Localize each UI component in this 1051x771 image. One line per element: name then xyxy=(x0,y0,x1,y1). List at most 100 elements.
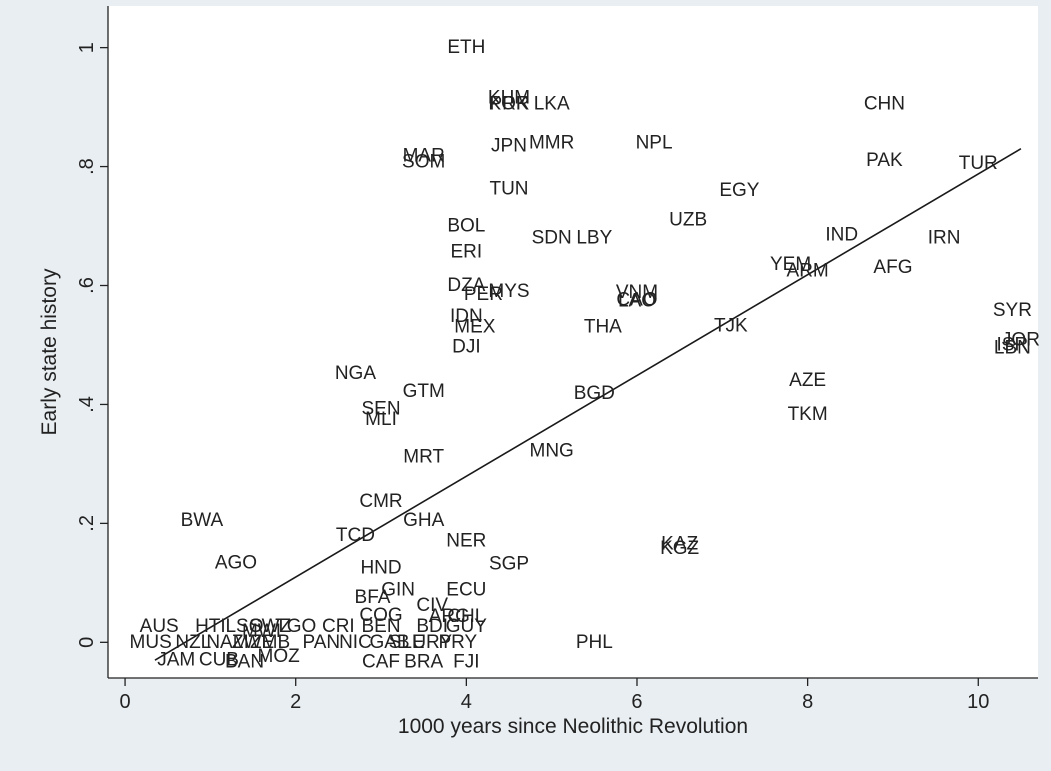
point-label-npl: NPL xyxy=(636,132,673,153)
point-label-arg: ARG xyxy=(429,606,470,627)
y-tick-label: .8 xyxy=(76,158,98,175)
point-label-egy: EGY xyxy=(719,180,759,201)
point-label-cri: CRI xyxy=(322,616,355,637)
x-tick-label: 6 xyxy=(631,691,642,713)
point-label-lso: LSO xyxy=(225,616,263,637)
fit-line-group xyxy=(154,148,1022,661)
point-label-fji: FJI xyxy=(453,651,479,672)
point-label-ben: BEN xyxy=(361,616,400,637)
point-label-caf: CAF xyxy=(362,651,400,672)
point-label-sen: SEN xyxy=(361,399,400,420)
point-label-ban: BAN xyxy=(225,651,264,672)
point-label-pak: PAK xyxy=(866,150,903,171)
axes: 0 2 4 6 8 10 0 .2 .4 .6 .8 1 xyxy=(76,6,1038,713)
point-label-cub: CUB xyxy=(199,650,239,671)
point-label-isr: ISR xyxy=(997,334,1029,355)
point-label-swz: SWZ xyxy=(249,616,292,637)
point-label-bra: BRA xyxy=(404,651,443,672)
point-label-ecu: ECU xyxy=(446,579,486,600)
point-label-mwi: MWI xyxy=(242,621,281,642)
point-label-cao: CAO xyxy=(616,289,657,310)
point-label-civ: CIV xyxy=(416,595,448,616)
point-label-cog: COG xyxy=(359,605,402,626)
point-label-idn: IDN xyxy=(450,306,483,327)
point-label-cmr: CMR xyxy=(359,491,402,512)
point-label-vnm: VNM xyxy=(616,282,658,303)
point-label-mng: MNG xyxy=(530,440,574,461)
point-label-nzl: NZL xyxy=(175,632,211,653)
point-label-ind: IND xyxy=(825,224,858,245)
point-label-mex: MEX xyxy=(454,317,496,338)
point-label-nic: NIC xyxy=(339,632,372,653)
x-axis-title: 1000 years since Neolithic Revolution xyxy=(398,715,748,738)
fit-line xyxy=(154,148,1022,661)
point-label-guy: GUY xyxy=(446,616,488,637)
point-label-tha: THA xyxy=(584,317,622,338)
point-label-mli: MLI xyxy=(365,409,397,430)
point-label-mrt: MRT xyxy=(403,446,444,467)
point-label-mys: MYS xyxy=(488,281,529,302)
point-label-uzb: UZB xyxy=(669,210,707,231)
point-label-chn: CHN xyxy=(864,94,905,115)
point-label-tkm: TKM xyxy=(788,404,828,425)
point-label-jam: JAM xyxy=(157,650,195,671)
point-label-gha: GHA xyxy=(403,510,445,531)
point-label-tcd: TCD xyxy=(336,525,375,546)
point-label-mus: MUS xyxy=(130,632,172,653)
x-tick-label: 2 xyxy=(290,691,301,713)
point-label-phl: PHL xyxy=(576,632,613,653)
point-label-prk: PRK xyxy=(489,94,528,115)
point-label-nam: NAM xyxy=(206,632,248,653)
point-label-hti: HTI xyxy=(195,616,226,637)
point-label-gab: GAB xyxy=(369,632,409,653)
point-label-moz: MOZ xyxy=(258,646,301,667)
point-label-dji: DJI xyxy=(452,336,481,357)
point-label-ury: URY xyxy=(412,632,452,653)
point-label-tjk: TJK xyxy=(714,315,748,336)
point-label-jor: JOR xyxy=(1002,330,1040,351)
point-label-eth: ETH xyxy=(447,37,485,58)
point-label-ago: AGO xyxy=(215,553,257,574)
point-label-arm: ARM xyxy=(787,261,829,282)
point-label-per: PER xyxy=(464,284,503,305)
point-label-bol: BOL xyxy=(447,216,485,237)
point-label-ner: NER xyxy=(446,531,486,552)
y-tick-label: .6 xyxy=(76,277,98,294)
point-label-kgz: KGZ xyxy=(660,538,699,559)
point-label-dza: DZA xyxy=(447,275,485,296)
point-label-aze: AZE xyxy=(789,370,826,391)
point-label-mmr: MMR xyxy=(529,132,574,153)
point-label-eri: ERI xyxy=(451,242,483,263)
point-label-kor: KOR xyxy=(488,94,529,115)
y-tick-label: 1 xyxy=(76,42,98,53)
point-label-pry: PRY xyxy=(438,632,477,653)
point-label-sgp: SGP xyxy=(489,553,529,574)
point-label-jpn: JPN xyxy=(491,135,527,156)
x-tick-label: 0 xyxy=(120,691,131,713)
point-label-kaz: KAZ xyxy=(661,534,698,555)
point-label-yem: YEM xyxy=(770,254,811,275)
x-tick-label: 10 xyxy=(967,691,989,713)
point-label-sle: SLE xyxy=(389,632,425,653)
point-label-aus: AUS xyxy=(140,616,179,637)
point-label-zmb: ZMB xyxy=(250,632,290,653)
point-label-bfa: BFA xyxy=(355,587,391,608)
point-label-tgo: TGO xyxy=(275,616,316,637)
point-label-bdi: BDI xyxy=(416,616,448,637)
point-label-afg: AFG xyxy=(873,257,912,278)
y-tick-label: .4 xyxy=(76,396,98,413)
point-label-nga: NGA xyxy=(335,363,377,384)
y-tick-label: .2 xyxy=(76,515,98,532)
x-tick-label: 8 xyxy=(802,691,813,713)
point-label-irn: IRN xyxy=(928,227,961,248)
y-tick-label: 0 xyxy=(76,637,98,648)
point-label-lby: LBY xyxy=(576,227,612,248)
point-label-lao: LAO xyxy=(618,290,656,311)
point-label-mar: MAR xyxy=(403,145,445,166)
point-label-zwe: ZWE xyxy=(232,632,274,653)
point-label-lka: LKA xyxy=(534,94,570,115)
x-tick-label: 4 xyxy=(461,691,472,713)
point-label-tun: TUN xyxy=(489,179,528,200)
